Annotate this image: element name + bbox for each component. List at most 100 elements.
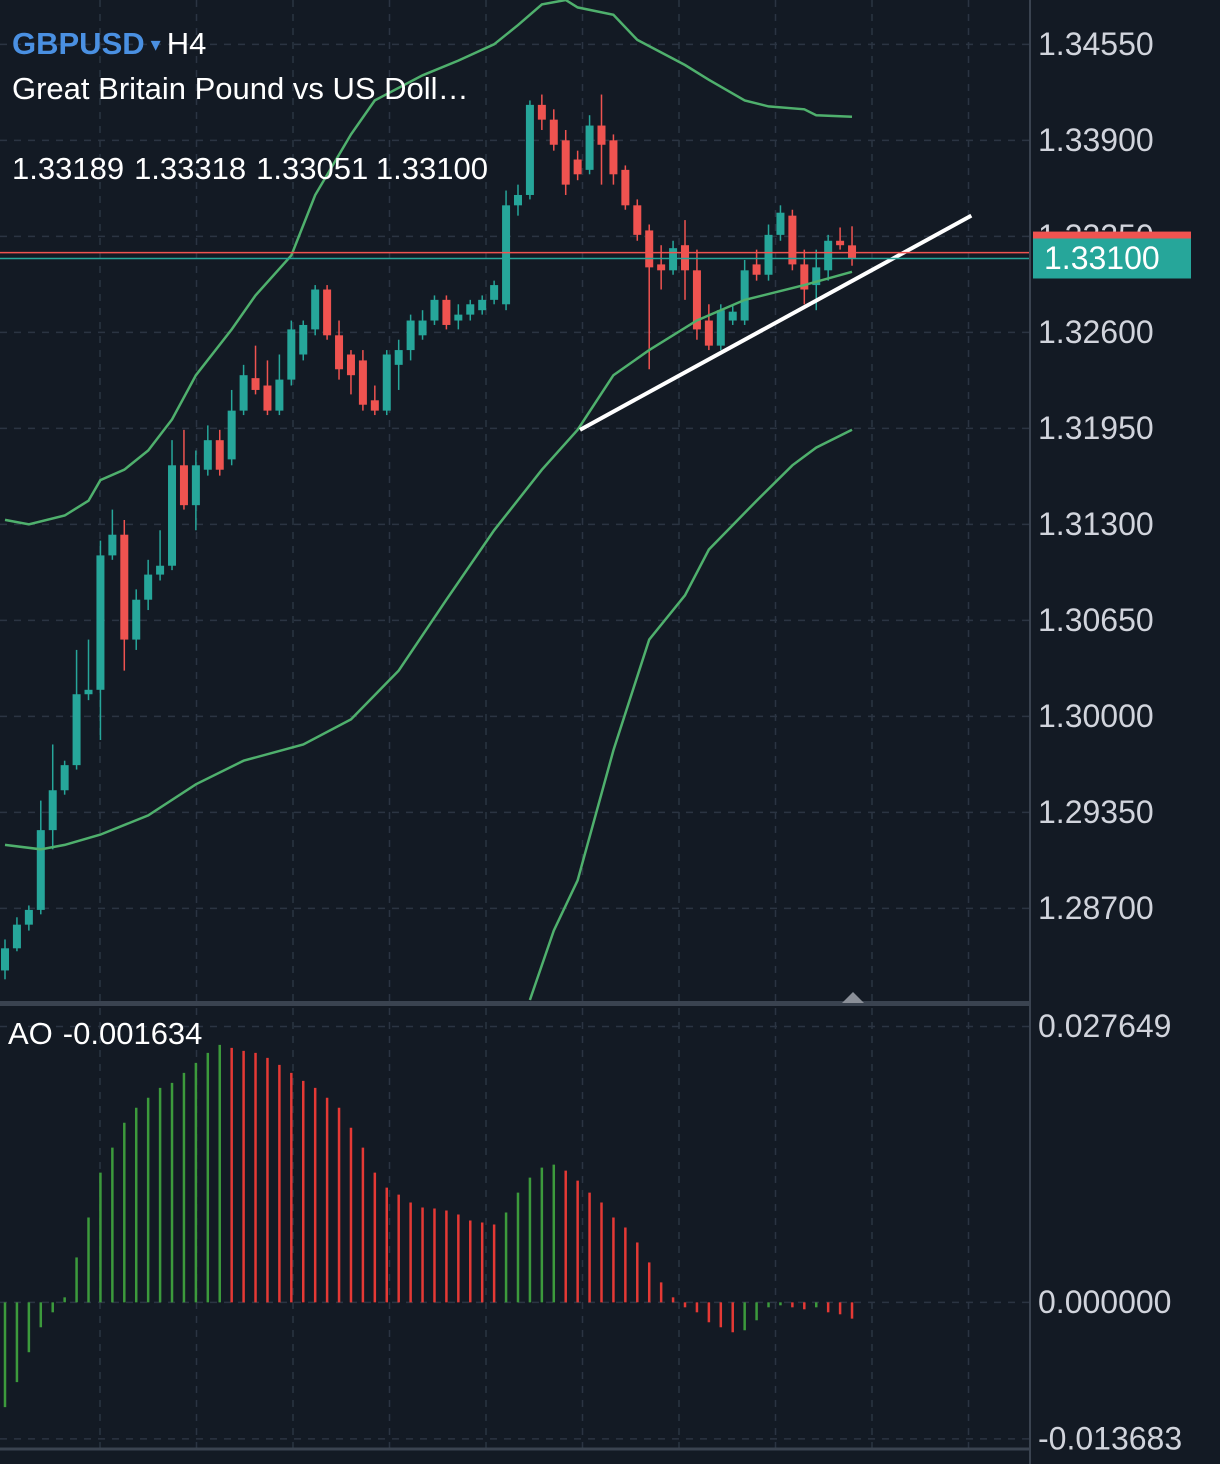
candle-body xyxy=(549,119,558,145)
candle-body xyxy=(573,159,582,175)
candle-body xyxy=(108,534,117,556)
candle-body xyxy=(502,205,511,305)
panel-separator xyxy=(0,1001,1030,1006)
candle-body xyxy=(24,909,33,925)
candle-body xyxy=(418,320,427,336)
y-tick-label: 1.31950 xyxy=(1038,410,1154,446)
trendline xyxy=(579,213,973,432)
candle-body xyxy=(358,360,367,405)
candle-body xyxy=(728,311,737,321)
candle-body xyxy=(657,264,666,271)
candle-body xyxy=(645,230,654,268)
candle-body xyxy=(84,689,93,695)
y-tick-label: 1.30000 xyxy=(1038,698,1154,734)
candle-body xyxy=(48,790,57,831)
ohlc-close: 1.33100 xyxy=(376,151,488,186)
candle-body xyxy=(776,212,785,235)
y-tick-label: 1.30650 xyxy=(1038,602,1154,638)
candle-body xyxy=(144,574,153,600)
ao-header: AO -0.001634 xyxy=(8,1016,202,1051)
candle-body xyxy=(287,329,296,380)
last-price-tag xyxy=(1033,238,1191,279)
bollinger-band xyxy=(528,428,853,1001)
candle-body xyxy=(513,194,522,206)
y-tick-label: 1.34550 xyxy=(1038,26,1154,62)
last-price-label: 1.33100 xyxy=(1044,240,1160,276)
candle-body xyxy=(263,385,272,411)
candle-body xyxy=(215,440,224,470)
axis-layer: 1.345501.339001.332501.326001.319501.313… xyxy=(1033,26,1191,1456)
candle-body xyxy=(704,320,713,346)
candle-body xyxy=(537,104,546,120)
candle-body xyxy=(1,948,9,971)
y-tick-label: 0.000000 xyxy=(1038,1284,1171,1320)
candle-body xyxy=(740,270,749,321)
candle-body xyxy=(609,140,618,175)
marks-layer xyxy=(0,0,1030,1408)
y-tick-label: 1.31300 xyxy=(1038,506,1154,542)
candle-body xyxy=(764,234,773,275)
symbol: GBPUSD xyxy=(12,26,145,61)
ao-value: -0.001634 xyxy=(63,1016,203,1051)
candle-body xyxy=(692,270,701,330)
candle-body xyxy=(478,299,487,311)
candle-body xyxy=(716,310,725,346)
candle-body xyxy=(96,555,105,690)
candle-body xyxy=(227,410,236,460)
ohlc-header: 1.33189 1.33318 1.33051 1.33100 xyxy=(12,151,488,186)
y-tick-label: 1.28700 xyxy=(1038,890,1154,926)
candle-body xyxy=(824,240,833,271)
candle-body xyxy=(466,304,475,315)
candle-body xyxy=(311,289,320,330)
candle-body xyxy=(239,375,248,411)
candle-body xyxy=(490,285,499,300)
candle-body xyxy=(370,400,379,411)
candle-body xyxy=(168,465,177,566)
candle-body xyxy=(346,354,355,376)
y-tick-label: 1.33900 xyxy=(1038,122,1154,158)
candle-body xyxy=(836,240,845,246)
candle-body xyxy=(179,465,188,506)
candle-body xyxy=(132,599,141,640)
candle-body xyxy=(430,299,439,321)
candle-body xyxy=(442,299,451,325)
candle-body xyxy=(752,264,761,275)
candle-body xyxy=(597,125,606,145)
scroll-marker xyxy=(842,992,864,1003)
candle-body xyxy=(72,694,81,766)
candle-body xyxy=(633,205,642,235)
candle-body xyxy=(788,215,797,265)
candle-body xyxy=(120,534,129,640)
y-tick-label: 1.29350 xyxy=(1038,794,1154,830)
y-tick-label: 0.027649 xyxy=(1038,1008,1171,1044)
candle-body xyxy=(525,104,534,195)
candle-body xyxy=(800,264,809,290)
ohlc-low: 1.33051 xyxy=(256,151,367,186)
ohlc-open: 1.33189 xyxy=(12,151,124,186)
candle-body xyxy=(621,169,630,206)
symbol-header: GBPUSD ▾ H4 xyxy=(12,26,206,61)
bollinger-band xyxy=(4,270,853,851)
candle-body xyxy=(299,324,308,355)
candle-body xyxy=(60,765,69,791)
dropdown-arrow[interactable]: ▾ xyxy=(151,34,161,56)
candle-body xyxy=(323,289,332,336)
candle-body xyxy=(406,320,415,351)
ohlc-high: 1.33318 xyxy=(134,151,246,186)
timeframe[interactable]: H4 xyxy=(167,26,207,61)
candle-body xyxy=(12,924,21,949)
candle-body xyxy=(561,140,570,185)
symbol-description: Great Britain Pound vs US Doll… xyxy=(12,71,469,106)
y-tick-label: -0.013683 xyxy=(1038,1420,1182,1456)
candle-body xyxy=(335,335,344,370)
candle-body xyxy=(454,314,463,321)
bollinger-band xyxy=(4,0,853,526)
candle-body xyxy=(812,267,821,286)
candle-body xyxy=(203,440,212,470)
grid-layer xyxy=(0,0,1030,1449)
ao-title: AO xyxy=(8,1016,53,1051)
candle-body xyxy=(191,465,200,506)
